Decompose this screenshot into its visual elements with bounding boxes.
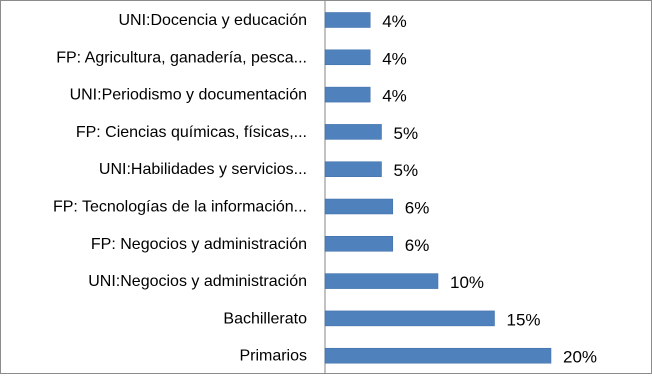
category-label: Bachillerato	[223, 310, 307, 327]
value-label: 6%	[405, 236, 430, 255]
bar	[324, 161, 382, 177]
bar	[324, 273, 439, 289]
category-labels: UNI:Docencia y educación FP: Agricultura,…	[53, 12, 307, 365]
category-label: FP: Tecnologías de la información...	[53, 199, 307, 216]
category-label: FP: Agricultura, ganadería, pesca...	[56, 49, 307, 66]
bar	[324, 12, 371, 28]
category-label: UNI:Negocios y administración	[88, 273, 307, 290]
category-label: FP: Negocios y administración	[91, 236, 307, 253]
value-label: 10%	[450, 273, 484, 292]
category-label: UNI:Habilidades y servicios...	[99, 161, 307, 178]
category-label: Primarios	[239, 348, 307, 365]
bar	[324, 124, 382, 140]
bar	[324, 236, 394, 252]
value-label: 4%	[382, 87, 407, 106]
value-label: 5%	[394, 161, 419, 180]
value-label: 4%	[382, 49, 407, 68]
bar	[324, 49, 371, 66]
category-label: FP: Ciencias químicas, físicas,...	[76, 124, 307, 141]
value-labels: 4% 4% 4% 5% 5% 6% 6% 10% 15% 20%	[382, 12, 597, 367]
bar	[324, 198, 394, 215]
value-label: 6%	[405, 199, 430, 218]
bar	[324, 310, 495, 327]
category-label: UNI:Docencia y educación	[118, 12, 307, 29]
bar-series	[324, 12, 552, 364]
value-label: 5%	[394, 124, 419, 143]
value-label: 20%	[563, 348, 597, 367]
value-label: 15%	[507, 310, 541, 329]
category-label: UNI:Periodismo y documentación	[70, 87, 307, 104]
value-label: 4%	[382, 12, 407, 31]
bar	[324, 86, 371, 103]
bar	[324, 347, 552, 364]
